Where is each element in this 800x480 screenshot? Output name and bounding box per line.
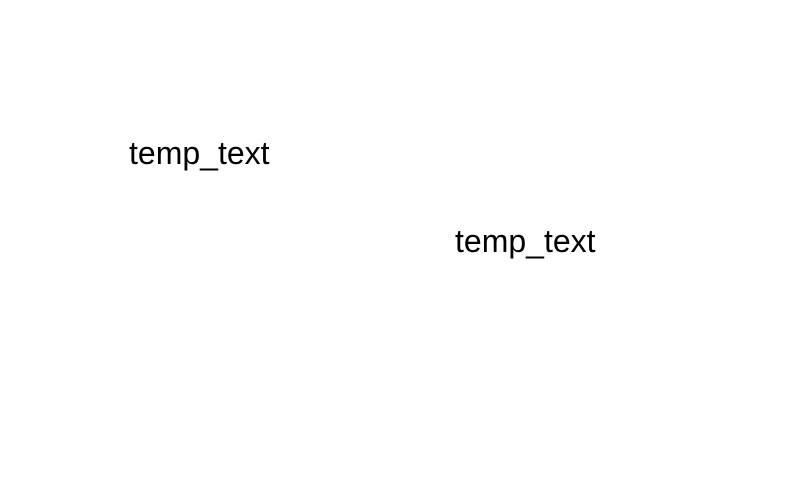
text-label-first: temp_text [129,135,270,171]
text-label-second: temp_text [455,223,596,259]
